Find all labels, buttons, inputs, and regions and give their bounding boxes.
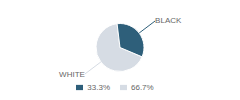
svg-text:WHITE: WHITE [59,70,85,79]
html-text:33.3%: 33.3% [87,83,110,92]
svg-text:BLACK: BLACK [155,16,182,25]
html-text:66.7%: 66.7% [131,83,154,92]
